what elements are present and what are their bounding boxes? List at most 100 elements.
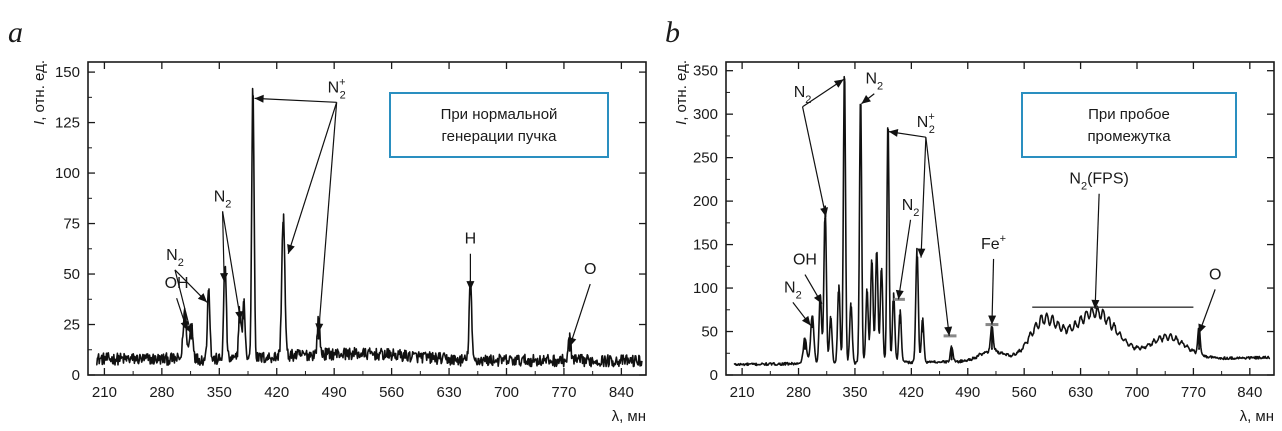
x-tick-label: 350 <box>842 384 867 401</box>
annotation-label: O <box>584 261 596 278</box>
annotation-text: O <box>1209 266 1221 283</box>
y-tick-label: 300 <box>693 106 718 123</box>
arrow-head <box>888 128 899 137</box>
spectrum-peak <box>950 358 953 361</box>
legend-box-line: промежутка <box>1087 128 1171 145</box>
annotation-arrow <box>897 219 912 300</box>
panel-b: b 0 50 100 150 200 250 300 350 210 280 350 420 490 560… <box>665 16 1275 425</box>
x-tick-label: 420 <box>264 384 289 401</box>
spectrum-peak <box>207 299 210 302</box>
spectrum-peak <box>242 317 245 320</box>
spectrum-peak <box>921 330 924 333</box>
arrow-head <box>861 95 871 104</box>
spectrum-peak <box>843 78 846 81</box>
annotation-text: OH <box>165 275 189 292</box>
spectrum-peak <box>568 349 571 352</box>
y-axis-label-symbol: I <box>31 121 48 125</box>
annotation-label: N+ 2 <box>917 111 935 136</box>
legend-box <box>389 92 609 158</box>
spectrum-peak <box>1198 347 1201 350</box>
x-axis-label: λ, мн <box>1240 408 1274 425</box>
annotation-text: N <box>865 71 877 88</box>
annotation-label: N2 <box>794 84 812 106</box>
arrow-head <box>466 281 475 291</box>
annotation-text: O <box>584 261 596 278</box>
panel-letter: b <box>665 16 680 49</box>
spectrum-peak <box>251 97 254 100</box>
x-tick-label: 630 <box>437 384 462 401</box>
spectrum-peak <box>317 337 320 340</box>
x-tick-label: 420 <box>899 384 924 401</box>
annotation-label: N+ 2 <box>328 76 346 101</box>
annotation-sub: 2 <box>929 124 935 136</box>
x-tick-label: 350 <box>207 384 232 401</box>
y-axis-label: I, отн. ед. <box>31 60 48 125</box>
legend-box-line: генерации пучка <box>442 128 558 145</box>
y-tick-label: 50 <box>701 324 718 341</box>
y-axis-label: I, отн. ед. <box>673 60 690 125</box>
annotation-arrow <box>569 283 591 347</box>
annotation-suffix: (FPS) <box>1087 171 1129 188</box>
legend-box-line: При нормальной <box>441 106 558 123</box>
spectrum-peak <box>837 295 840 298</box>
x-tick-label: 560 <box>1012 384 1037 401</box>
annotation-label: N2(FPS) <box>1069 171 1128 193</box>
annotation-text: N <box>1069 171 1081 188</box>
arrow-head <box>235 310 244 321</box>
spectrum-peak <box>866 300 869 303</box>
arrow-head <box>833 79 844 88</box>
arrow-head <box>185 324 194 335</box>
x-axis-label: λ, мн <box>612 408 646 425</box>
spectrum-peak <box>190 337 193 340</box>
spectrum-peak <box>892 304 895 307</box>
y-tick-label: 150 <box>55 64 80 81</box>
annotation-label: O <box>1209 266 1221 283</box>
annotation-arrow <box>287 102 338 255</box>
arrow-head <box>220 273 229 283</box>
spectrum-peak <box>990 347 993 350</box>
spectrum-peak <box>886 130 889 133</box>
annotation-sup: + <box>928 111 934 123</box>
annotation-arrow <box>174 269 192 335</box>
arrow-head <box>813 293 822 304</box>
arrow-head <box>287 244 295 254</box>
x-tick-label: 770 <box>1181 384 1206 401</box>
spectrum-peak <box>899 321 902 324</box>
arrow-head <box>568 336 577 347</box>
y-tick-label: 0 <box>72 367 80 384</box>
annotation-arrow <box>991 258 995 325</box>
annotation-label: OH <box>793 252 817 269</box>
annotation-sub: 2 <box>913 207 919 219</box>
x-tick-label: 210 <box>92 384 117 401</box>
y-tick-label: 75 <box>63 216 80 233</box>
annotation-text: Fe <box>981 236 1000 253</box>
y-tick-label: 25 <box>63 317 80 334</box>
x-tick-label: 210 <box>730 384 755 401</box>
annotation-label: H <box>465 231 477 248</box>
y-tick-label: 50 <box>63 266 80 283</box>
annotation-sub: 2 <box>1081 181 1087 193</box>
y-tick-label: 100 <box>693 280 718 297</box>
arrow-head <box>197 293 207 303</box>
y-tick-label: 0 <box>710 367 718 384</box>
spectrum-peak <box>915 260 918 263</box>
y-tick-label: 125 <box>55 115 80 132</box>
annotation-label: OH <box>165 275 189 292</box>
arrow-head <box>801 315 811 326</box>
x-tick-label: 560 <box>379 384 404 401</box>
spectrum-peak <box>859 104 862 107</box>
spectrum-peak <box>803 347 806 350</box>
annotation-text: OH <box>793 252 817 269</box>
panel-letter: a <box>8 16 23 49</box>
spectrum-peak <box>849 313 852 316</box>
x-tick-label: 630 <box>1068 384 1093 401</box>
annotation-text: N <box>166 247 178 264</box>
annotation-arrow <box>925 137 950 336</box>
x-tick-label: 700 <box>494 384 519 401</box>
spectrum-peak <box>870 269 873 272</box>
spectrum-peak <box>469 293 472 296</box>
x-tick-label: 280 <box>786 384 811 401</box>
y-tick-label: 350 <box>693 63 718 80</box>
annotation-sub: 2 <box>225 198 231 210</box>
arrow-head <box>988 315 997 325</box>
